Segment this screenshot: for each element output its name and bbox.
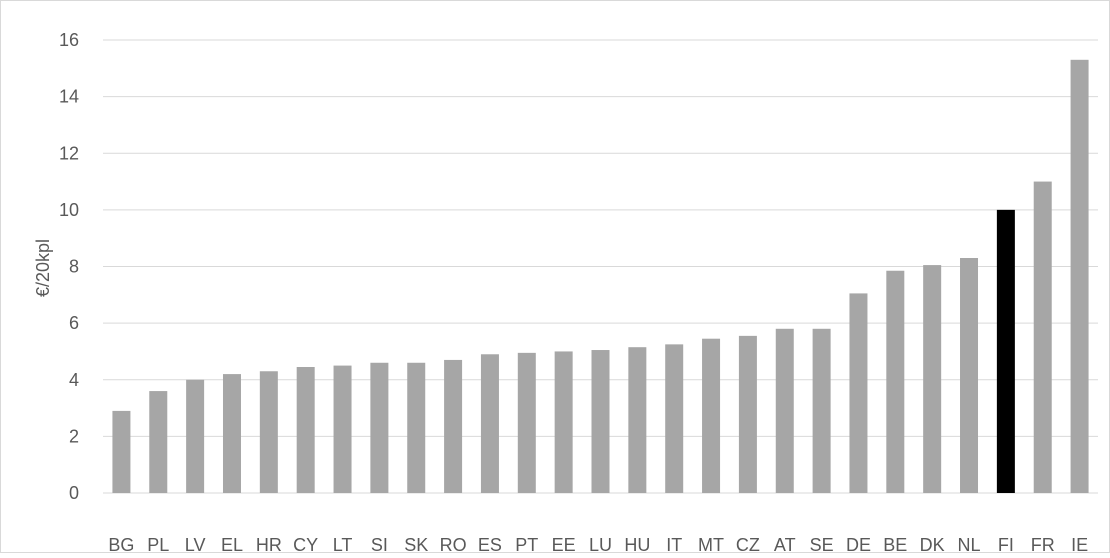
- x-tick-label: FR: [1031, 535, 1055, 553]
- x-tick-label: IE: [1071, 535, 1088, 553]
- bar-lt: [333, 365, 352, 493]
- bar-bg: [112, 410, 131, 493]
- x-tick-label: BE: [883, 535, 907, 553]
- x-tick-label: ES: [478, 535, 502, 553]
- bar-fi: [996, 209, 1015, 493]
- bar-lu: [591, 350, 610, 493]
- bar-fr: [1033, 181, 1052, 493]
- bar-ie: [1070, 59, 1089, 493]
- y-tick-label: 6: [69, 313, 79, 333]
- bar-hr: [259, 371, 278, 493]
- x-tick-label: EL: [221, 535, 243, 553]
- bars: [112, 59, 1089, 493]
- x-tick-label: EE: [552, 535, 576, 553]
- y-axis-ticks: 0 2 4 6 8 10 12 14 16: [59, 30, 79, 503]
- bar-nl: [960, 258, 979, 493]
- x-tick-label: HR: [256, 535, 282, 553]
- x-tick-label: RO: [440, 535, 467, 553]
- bar-ee: [554, 351, 573, 493]
- y-tick-label: 0: [69, 483, 79, 503]
- x-tick-label: AT: [774, 535, 796, 553]
- y-tick-label: 14: [59, 87, 79, 107]
- x-tick-label: CY: [293, 535, 318, 553]
- x-tick-label: SK: [404, 535, 428, 553]
- x-tick-label: PL: [147, 535, 169, 553]
- bar-ro: [444, 359, 463, 493]
- x-tick-label: LT: [333, 535, 353, 553]
- bar-at: [775, 328, 794, 493]
- bar-sk: [407, 362, 426, 493]
- x-tick-label: LV: [185, 535, 206, 553]
- bar-pl: [149, 391, 168, 493]
- y-tick-label: 16: [59, 30, 79, 50]
- bar-el: [222, 374, 241, 493]
- bar-pt: [517, 352, 536, 493]
- x-tick-label: BG: [108, 535, 134, 553]
- bar-mt: [702, 338, 721, 493]
- bar-dk: [923, 265, 942, 493]
- x-tick-label: DE: [846, 535, 871, 553]
- bar-be: [886, 270, 905, 493]
- x-tick-label: IT: [666, 535, 682, 553]
- y-tick-label: 2: [69, 426, 79, 446]
- y-tick-label: 8: [69, 257, 79, 277]
- bar-it: [665, 344, 684, 493]
- x-tick-label: SI: [371, 535, 388, 553]
- y-tick-label: 10: [59, 200, 79, 220]
- y-tick-label: 4: [69, 370, 79, 390]
- x-tick-label: SE: [810, 535, 834, 553]
- y-axis-label: €/20kpl: [33, 239, 53, 297]
- bar-es: [480, 354, 499, 493]
- x-tick-label: LU: [589, 535, 612, 553]
- x-tick-label: NL: [958, 535, 981, 553]
- x-axis-ticks: BG PL LV EL HR CY LT SI SK RO ES PT EE LU HU IT MT CZ AT SE…: [108, 535, 1088, 555]
- x-tick-label: FI: [998, 535, 1014, 553]
- x-tick-label: HU: [624, 535, 650, 553]
- bar-cy: [296, 367, 315, 493]
- y-tick-label: 12: [59, 143, 79, 163]
- bar-cz: [738, 335, 757, 493]
- bar-se: [812, 328, 831, 493]
- bar-si: [370, 362, 389, 493]
- bar-de: [849, 293, 868, 493]
- bar-hu: [628, 347, 647, 493]
- x-tick-label: MT: [698, 535, 724, 553]
- bar-lv: [186, 379, 205, 493]
- x-tick-label: CZ: [736, 535, 760, 553]
- x-tick-label: DK: [920, 535, 945, 553]
- x-tick-label: PT: [515, 535, 538, 553]
